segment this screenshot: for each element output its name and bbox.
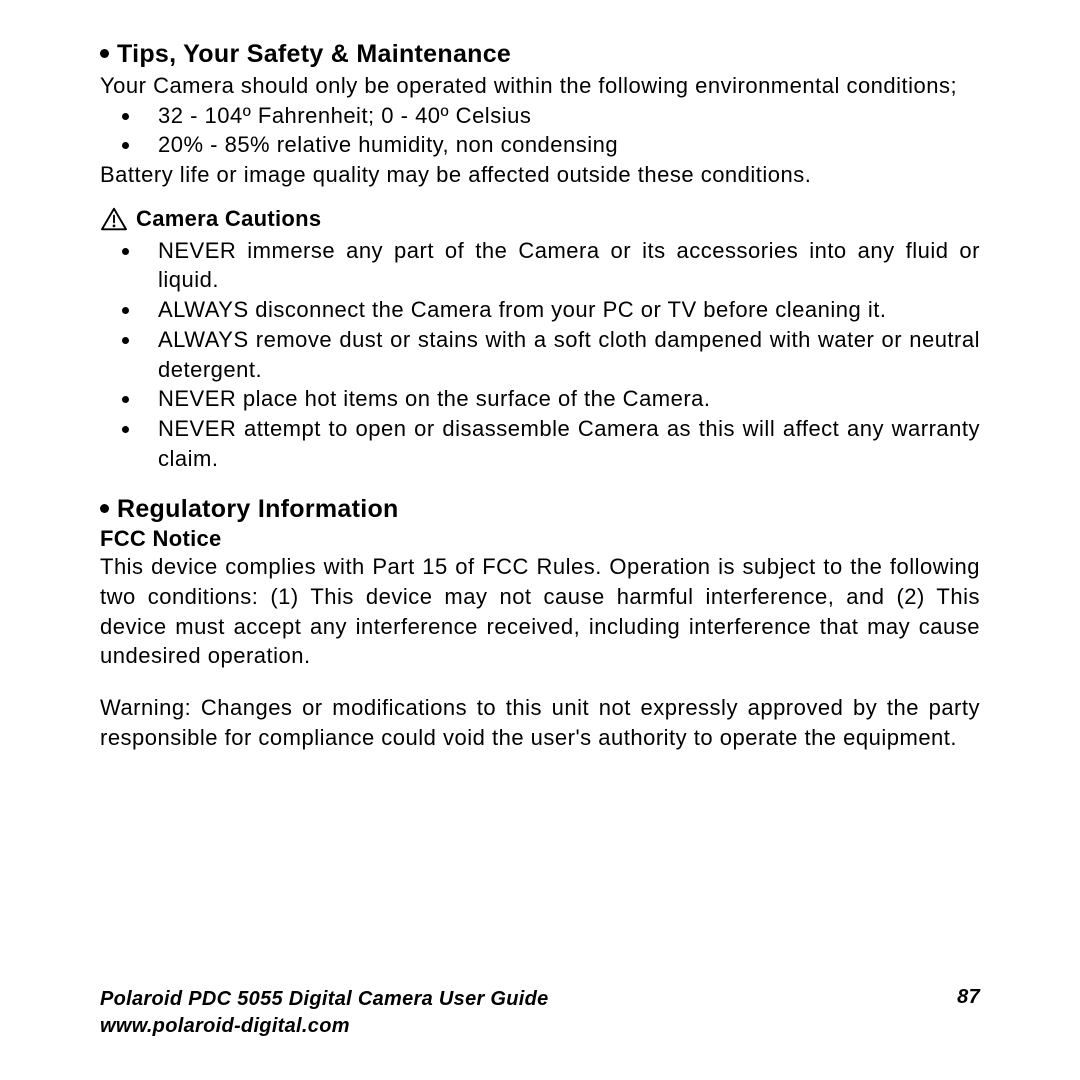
- leading-bullet-icon: [100, 504, 109, 513]
- leading-bullet-icon: [100, 49, 109, 58]
- section-title-text: Tips, Your Safety & Maintenance: [117, 40, 511, 68]
- list-item: ALWAYS disconnect the Camera from your P…: [142, 295, 980, 325]
- fcc-paragraph-1: This device complies with Part 15 of FCC…: [100, 552, 980, 671]
- intro-paragraph: Your Camera should only be operated with…: [100, 71, 980, 101]
- page-footer: Polaroid PDC 5055 Digital Camera User Gu…: [100, 986, 980, 1040]
- list-item: 32 - 104º Fahrenheit; 0 - 40º Celsius: [142, 101, 980, 131]
- page-number: 87: [957, 986, 980, 1009]
- conditions-list: 32 - 104º Fahrenheit; 0 - 40º Celsius 20…: [100, 101, 980, 160]
- section-header-safety: Tips, Your Safety & Maintenance: [100, 40, 980, 69]
- list-item: 20% - 85% relative humidity, non condens…: [142, 130, 980, 160]
- document-page: Tips, Your Safety & Maintenance Your Cam…: [0, 0, 1080, 1080]
- section-title-text: Regulatory Information: [117, 495, 399, 523]
- footer-title: Polaroid PDC 5055 Digital Camera User Gu…: [100, 986, 549, 1013]
- list-item: NEVER immerse any part of the Camera or …: [142, 236, 980, 295]
- warning-triangle-icon: [100, 207, 128, 231]
- cautions-header: Camera Cautions: [100, 206, 980, 232]
- outro-paragraph: Battery life or image quality may be aff…: [100, 160, 980, 190]
- section-header-regulatory: Regulatory Information: [100, 495, 980, 524]
- footer-left: Polaroid PDC 5055 Digital Camera User Gu…: [100, 986, 549, 1040]
- list-item: ALWAYS remove dust or stains with a soft…: [142, 325, 980, 384]
- list-item: NEVER place hot items on the surface of …: [142, 384, 980, 414]
- list-item: NEVER attempt to open or disassemble Cam…: [142, 414, 980, 473]
- footer-url: www.polaroid-digital.com: [100, 1013, 549, 1040]
- fcc-paragraph-2: Warning: Changes or modifications to thi…: [100, 693, 980, 752]
- fcc-subheader: FCC Notice: [100, 526, 980, 552]
- cautions-title-text: Camera Cautions: [136, 206, 321, 232]
- cautions-list: NEVER immerse any part of the Camera or …: [100, 236, 980, 474]
